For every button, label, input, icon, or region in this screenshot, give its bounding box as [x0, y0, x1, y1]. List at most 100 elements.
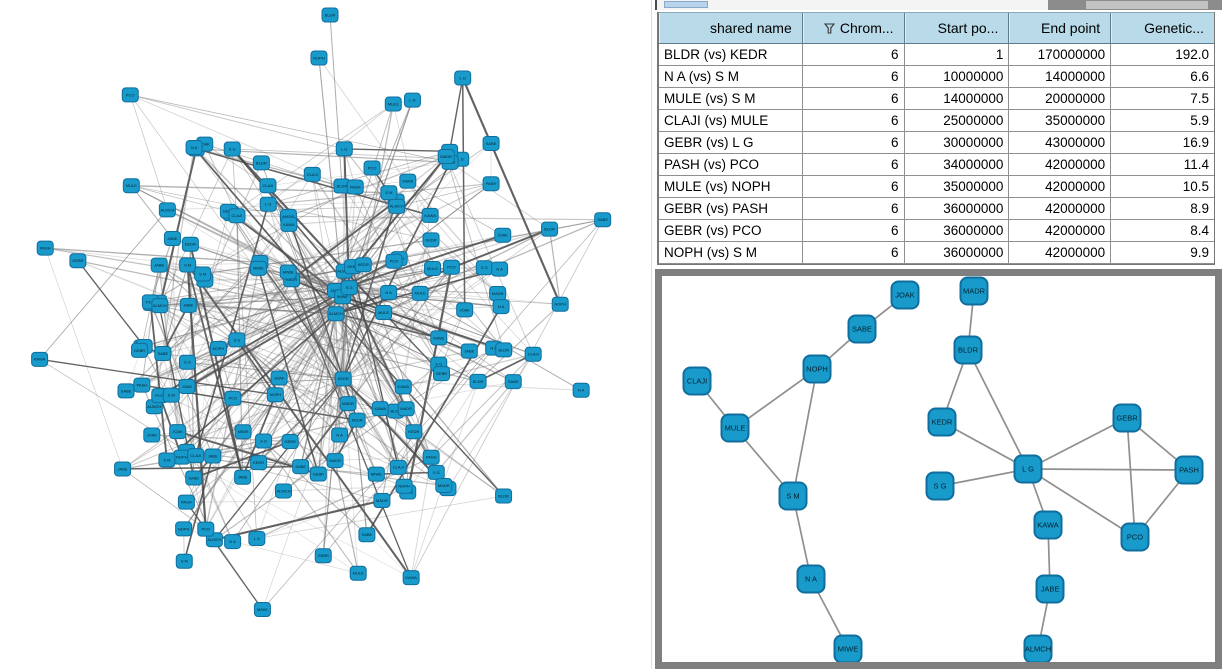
column-header-shared-name[interactable]: shared name	[659, 13, 803, 43]
network-node[interactable]: S G	[340, 280, 358, 296]
network-edge[interactable]	[477, 353, 534, 383]
network-node[interactable]: L G	[1013, 454, 1043, 484]
network-node[interactable]: PCO	[363, 160, 381, 176]
network-edge[interactable]	[204, 279, 396, 412]
network-edge[interactable]	[1027, 468, 1136, 538]
network-node[interactable]: PCO	[121, 87, 139, 103]
node-shape[interactable]	[594, 212, 612, 228]
network-node[interactable]: S G	[475, 260, 493, 276]
network-node[interactable]: NOPH	[175, 521, 193, 537]
network-node[interactable]: S M	[162, 387, 180, 403]
node-shape[interactable]	[482, 135, 500, 151]
network-edge[interactable]	[242, 290, 337, 433]
network-node[interactable]: SABE	[292, 459, 310, 475]
network-edge[interactable]	[193, 146, 337, 315]
network-edge[interactable]	[159, 305, 244, 478]
node-shape[interactable]	[494, 227, 512, 243]
network-edge[interactable]	[335, 313, 470, 352]
network-edge[interactable]	[449, 162, 550, 230]
node-shape[interactable]	[162, 387, 180, 403]
node-shape[interactable]	[223, 141, 241, 157]
network-edge[interactable]	[291, 156, 447, 281]
table-cell[interactable]: 36000000	[904, 220, 1010, 242]
network-node[interactable]: N A	[331, 427, 349, 443]
network-edge[interactable]	[232, 287, 350, 399]
network-node[interactable]: ALMCH	[388, 198, 406, 214]
network-edge[interactable]	[291, 268, 433, 281]
network-node[interactable]: MULE	[411, 285, 429, 301]
network-node[interactable]: NOPH	[802, 354, 832, 384]
network-edge[interactable]	[283, 296, 344, 492]
table-cell[interactable]: 6	[802, 110, 905, 132]
network-edge[interactable]	[159, 305, 479, 382]
network-edge[interactable]	[343, 350, 470, 380]
table-cell[interactable]: GEBR (vs) L G	[659, 132, 803, 154]
network-node[interactable]: JOAK	[270, 370, 288, 386]
network-edge[interactable]	[322, 287, 350, 556]
network-edge[interactable]	[335, 313, 381, 409]
network-node[interactable]: PCO	[224, 390, 242, 406]
network-edge[interactable]	[193, 147, 343, 298]
network-edge[interactable]	[398, 258, 505, 351]
node-shape[interactable]	[185, 470, 203, 486]
table-cell[interactable]: 8.4	[1111, 220, 1214, 242]
network-node[interactable]: MULE	[720, 413, 750, 443]
network-node[interactable]: JABE	[150, 257, 168, 273]
node-shape[interactable]	[310, 50, 328, 66]
network-edge[interactable]	[162, 279, 293, 355]
network-edge[interactable]	[188, 304, 439, 365]
network-edge[interactable]	[335, 228, 550, 315]
network-edge[interactable]	[125, 264, 364, 392]
network-node[interactable]: CLAJI	[259, 178, 277, 194]
network-edge[interactable]	[335, 290, 561, 305]
table-row[interactable]: GEBR (vs) PASH 6 36000000 42000000 8.9	[659, 198, 1214, 220]
node-shape[interactable]	[224, 390, 242, 406]
network-node[interactable]: GEBR	[433, 366, 451, 382]
network-edge[interactable]	[379, 408, 504, 497]
network-edge[interactable]	[311, 174, 344, 379]
network-node[interactable]: CLAJI	[524, 346, 542, 362]
network-edge[interactable]	[322, 313, 337, 556]
table-cell[interactable]: 6	[802, 132, 905, 154]
network-edge[interactable]	[291, 200, 397, 281]
node-shape[interactable]	[175, 553, 193, 569]
node-shape[interactable]	[143, 427, 161, 443]
node-shape[interactable]	[421, 207, 439, 223]
network-node[interactable]: GEBR	[69, 253, 87, 269]
network-node[interactable]: JOAK	[169, 424, 187, 440]
table-cell[interactable]: 6	[802, 198, 905, 220]
table-cell[interactable]: 6	[802, 88, 905, 110]
network-edge[interactable]	[122, 465, 301, 470]
network-edge[interactable]	[335, 290, 504, 497]
node-shape[interactable]	[363, 160, 381, 176]
network-edge[interactable]	[288, 206, 397, 273]
network-node[interactable]: KEDR	[354, 257, 372, 273]
node-shape[interactable]	[169, 424, 187, 440]
network-edge[interactable]	[263, 290, 336, 442]
node-shape[interactable]	[551, 296, 569, 312]
network-edge[interactable]	[45, 247, 261, 264]
network-edge[interactable]	[236, 158, 462, 341]
network-edge[interactable]	[256, 296, 344, 539]
node-shape[interactable]	[209, 341, 227, 357]
network-node[interactable]: KEDR	[334, 371, 352, 387]
node-shape[interactable]	[454, 70, 472, 86]
node-shape[interactable]	[541, 221, 559, 237]
node-shape[interactable]	[179, 257, 197, 273]
table-cell[interactable]: 1	[904, 44, 1010, 66]
node-shape[interactable]	[572, 382, 590, 398]
network-edge[interactable]	[130, 185, 173, 239]
network-edge[interactable]	[322, 347, 494, 557]
scrollbar-thumb[interactable]	[664, 1, 708, 8]
node-shape[interactable]	[178, 354, 196, 370]
network-edge[interactable]	[344, 148, 450, 153]
network-edge[interactable]	[939, 468, 1029, 487]
network-edge[interactable]	[77, 260, 189, 306]
network-node[interactable]: PCO	[197, 521, 215, 537]
node-shape[interactable]	[158, 452, 176, 468]
network-edge[interactable]	[334, 460, 359, 574]
network-edge[interactable]	[39, 359, 187, 452]
network-edge[interactable]	[335, 234, 503, 292]
network-edge[interactable]	[342, 103, 394, 379]
node-shape[interactable]	[131, 342, 149, 358]
